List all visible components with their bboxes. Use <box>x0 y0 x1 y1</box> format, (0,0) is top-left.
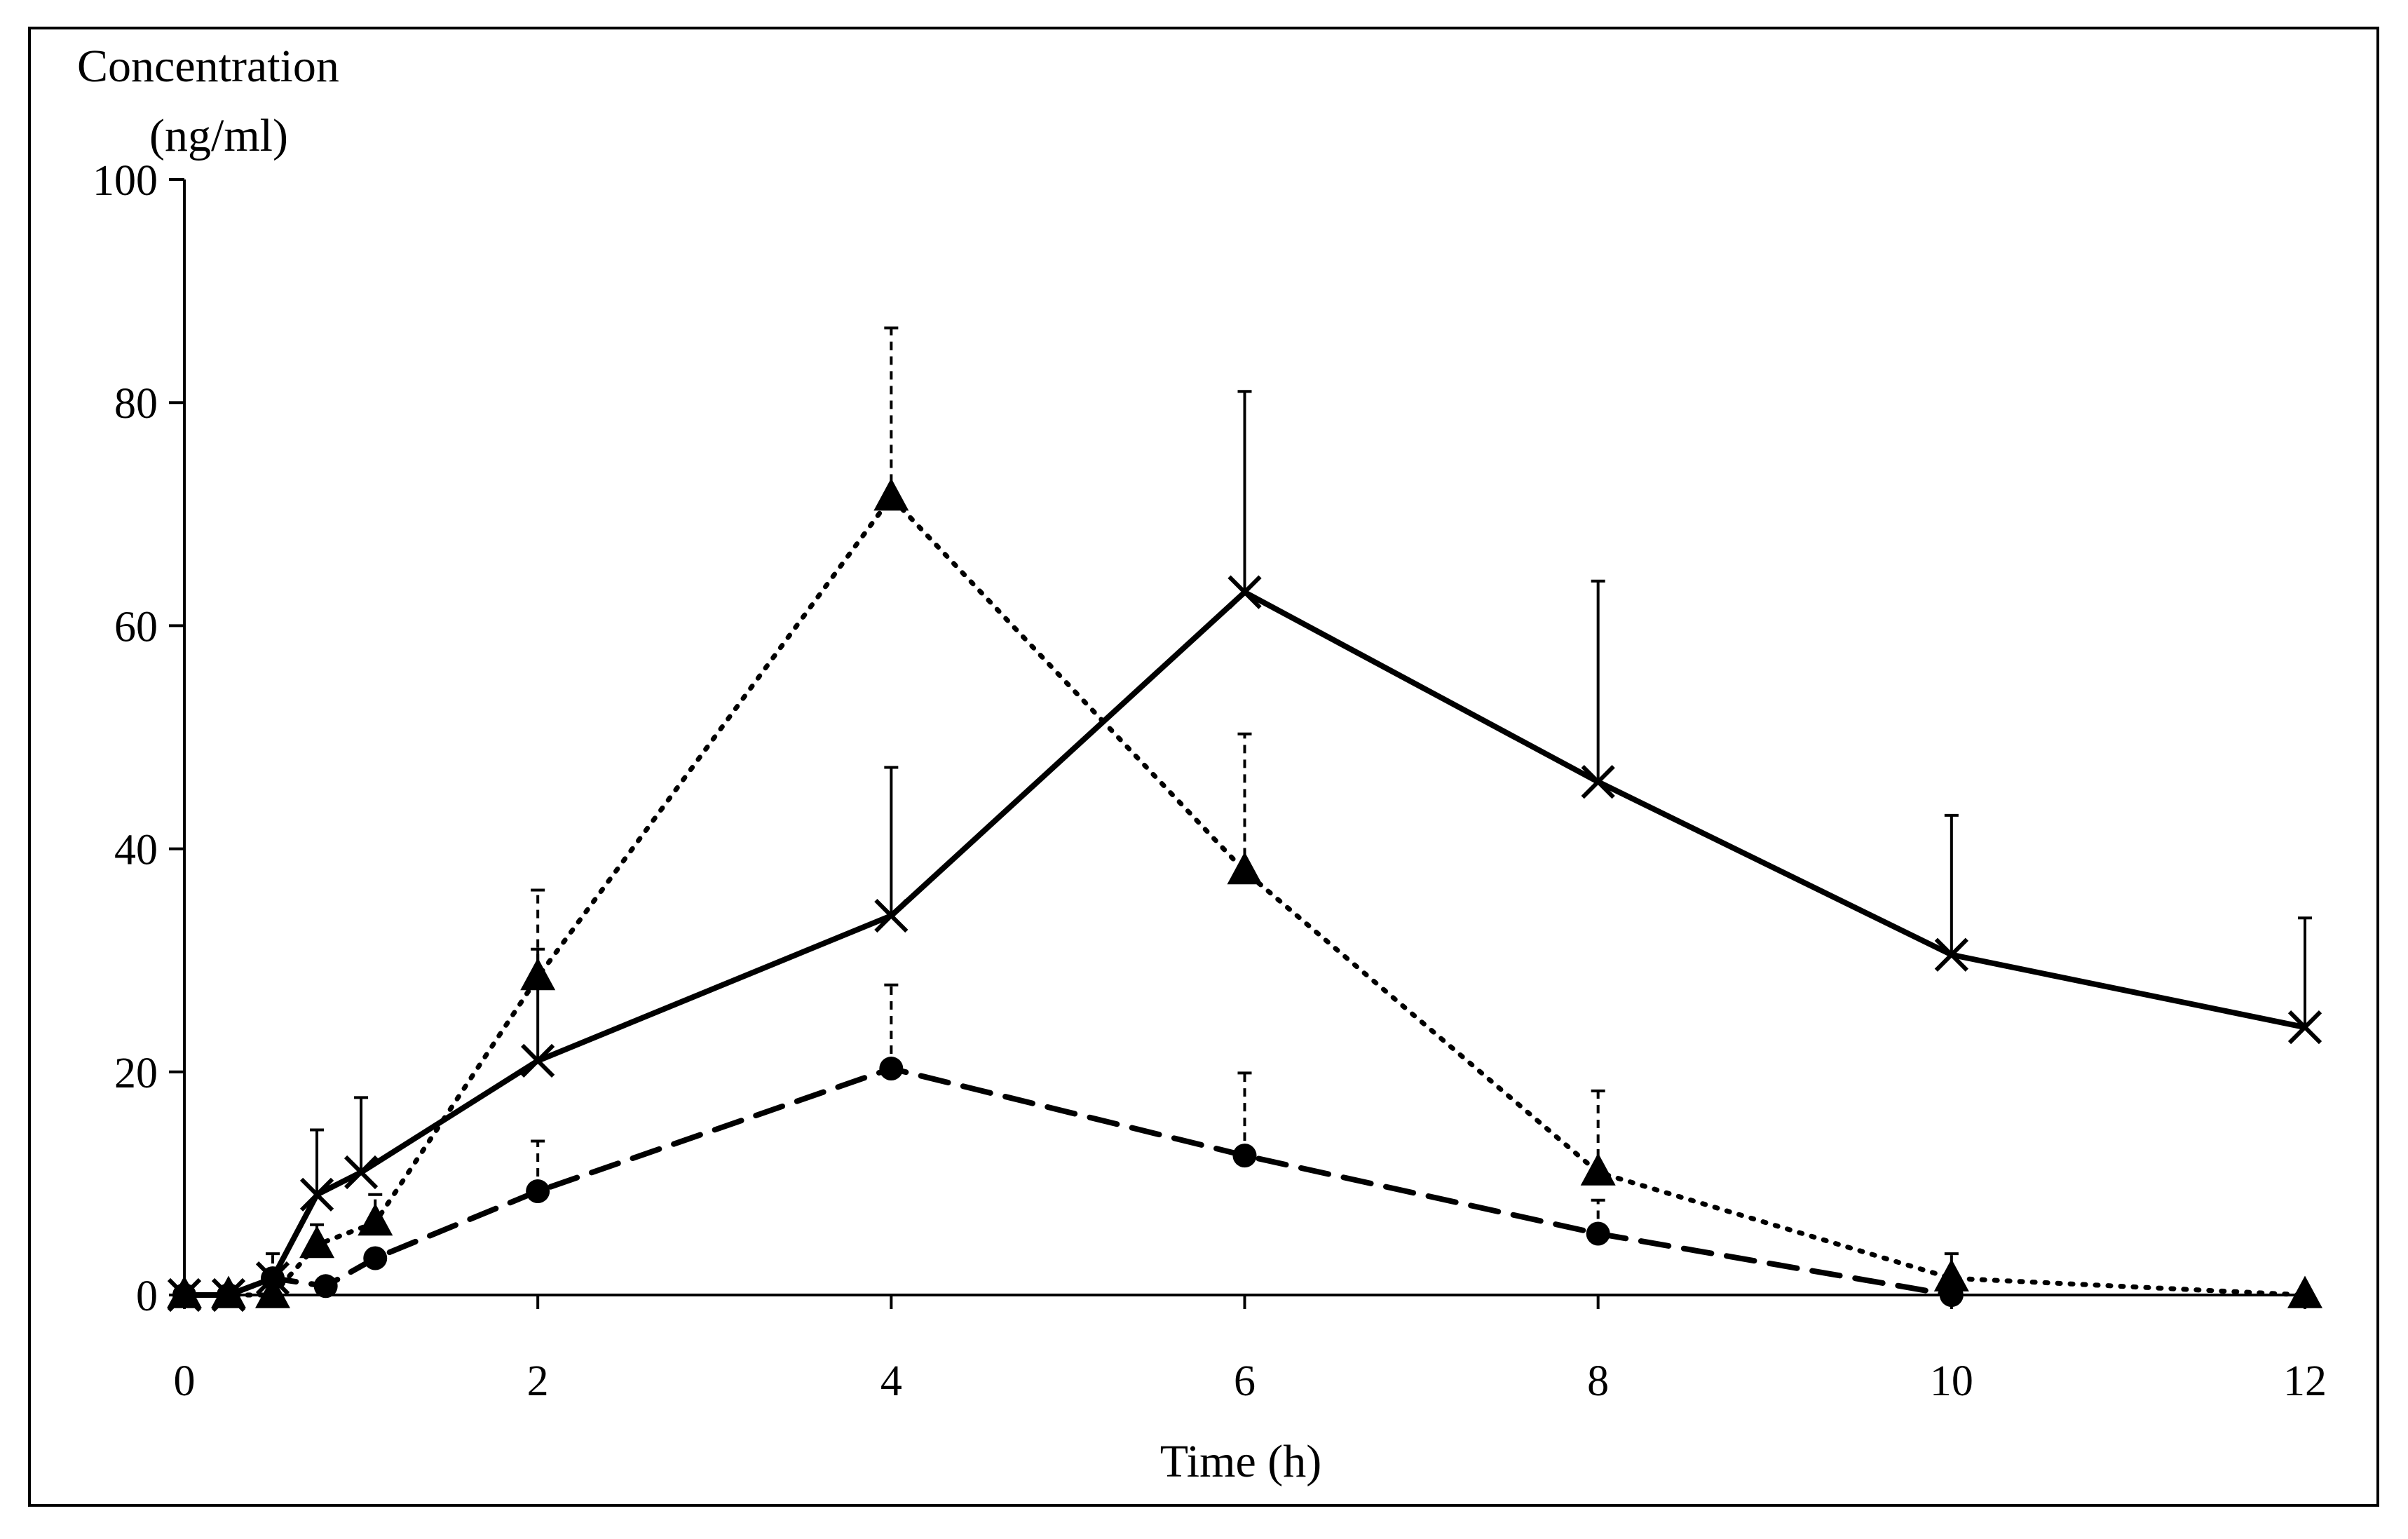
data-point-circle-marker <box>1232 1144 1257 1168</box>
x-tick-label: 4 <box>880 1357 902 1405</box>
series-line-dashed-circle <box>182 1066 1954 1298</box>
y-tick-label: 60 <box>114 603 158 651</box>
data-point-x-marker <box>299 1177 334 1212</box>
y-axis-label-line1: Concentration <box>77 41 339 92</box>
data-point-circle-marker <box>526 1179 550 1204</box>
data-point-x-marker <box>1581 765 1615 799</box>
data-point-x-marker <box>521 1043 555 1078</box>
data-point-circle-marker <box>313 1274 338 1299</box>
x-marker-stroke <box>521 1043 555 1078</box>
data-point-triangle-marker <box>1933 1259 1969 1291</box>
x-tick-label: 0 <box>174 1357 196 1405</box>
y-axis-label-line2: (ng/ml) <box>149 110 288 161</box>
data-point-circle-marker <box>1939 1283 1964 1307</box>
ticks-layer: 0 20 40 60 80 100 0 2 4 6 8 10 12 <box>93 157 2327 1405</box>
x-tick-label: 6 <box>1234 1357 1256 1405</box>
data-point-triangle-marker <box>873 477 909 511</box>
x-tick-label: 12 <box>2283 1357 2327 1405</box>
axes-layer <box>183 179 2312 1296</box>
x-marker-stroke <box>1934 937 1968 972</box>
data-point-triangle-marker <box>255 1275 290 1308</box>
x-marker-stroke <box>1581 765 1615 799</box>
x-tick-label: 10 <box>1930 1357 1973 1405</box>
data-point-triangle-marker <box>1580 1153 1616 1186</box>
data-point-circle-marker <box>217 1283 241 1307</box>
x-marker-stroke <box>299 1177 334 1212</box>
data-point-triangle-marker <box>299 1225 335 1259</box>
x-marker-stroke <box>343 1155 379 1190</box>
data-point-x-marker <box>1934 937 1968 972</box>
data-point-x-marker <box>1227 575 1262 609</box>
data-point-x-marker <box>343 1155 379 1190</box>
data-point-x-marker <box>874 898 909 933</box>
lines-layer <box>182 494 2308 1298</box>
markers-layer <box>167 477 2322 1313</box>
data-point-triangle-marker <box>520 958 556 991</box>
errors-layer <box>266 326 2312 1279</box>
data-point-triangle-marker <box>358 1203 393 1236</box>
data-point-circle-marker <box>172 1283 196 1307</box>
data-point-x-marker <box>2287 1010 2322 1045</box>
data-point-circle-marker <box>879 1057 904 1081</box>
x-marker-stroke <box>2287 1010 2322 1045</box>
x-tick-label: 2 <box>527 1357 549 1405</box>
data-point-triangle-marker <box>2287 1275 2322 1308</box>
y-tick-label: 20 <box>114 1050 158 1097</box>
x-marker-stroke <box>874 898 909 933</box>
data-point-circle-marker <box>363 1246 388 1270</box>
x-axis-label: Time (h) <box>1160 1436 1321 1487</box>
y-tick-label: 100 <box>93 157 158 205</box>
data-point-circle-marker <box>261 1266 285 1291</box>
y-tick-label: 40 <box>114 827 158 874</box>
data-point-triangle-marker <box>1227 851 1263 885</box>
data-point-circle-marker <box>1586 1221 1610 1246</box>
y-tick-label: 0 <box>136 1273 158 1320</box>
chart-frame <box>28 27 2379 1507</box>
y-tick-label: 80 <box>114 380 158 428</box>
x-tick-label: 8 <box>1587 1357 1609 1405</box>
series-line-solid-x <box>182 589 2308 1298</box>
x-marker-stroke <box>1227 575 1262 609</box>
series-line-dotted-triangle <box>182 494 2308 1298</box>
